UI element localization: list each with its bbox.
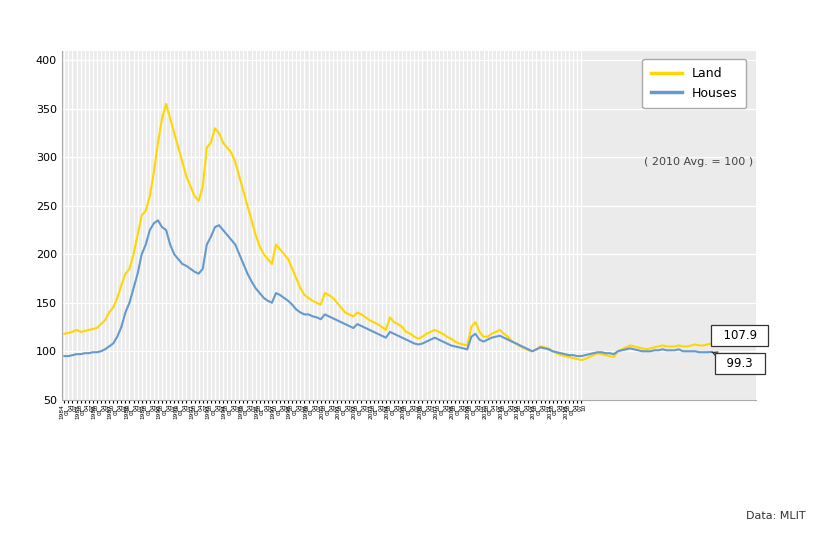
Land [706, 341, 716, 347]
Land [161, 101, 171, 107]
Text: 107.9: 107.9 [715, 329, 765, 344]
Houses [59, 353, 69, 359]
Land [247, 217, 257, 223]
Land [421, 330, 431, 337]
Line: Land: Land [64, 104, 711, 360]
Houses [421, 338, 431, 345]
Line: Houses: Houses [64, 220, 711, 356]
Land [682, 343, 692, 350]
Text: Data: MLIT: Data: MLIT [746, 511, 806, 521]
Houses [247, 278, 257, 285]
Land [59, 330, 69, 337]
Legend: Land, Houses: Land, Houses [642, 59, 746, 108]
Land [483, 334, 493, 340]
Text: 99.3: 99.3 [712, 352, 760, 370]
Land [597, 351, 607, 357]
Houses [483, 336, 493, 343]
Text: ( 2010 Avg. = 100 ): ( 2010 Avg. = 100 ) [644, 157, 753, 167]
Text: Tokyo Residential Price Index (1984 - 2015): Tokyo Residential Price Index (1984 - 20… [12, 15, 472, 35]
Houses [194, 270, 204, 277]
Houses [593, 349, 602, 356]
Land [576, 357, 586, 363]
Houses [706, 349, 716, 355]
Houses [153, 217, 163, 223]
Houses [678, 348, 688, 354]
Land [194, 198, 204, 204]
